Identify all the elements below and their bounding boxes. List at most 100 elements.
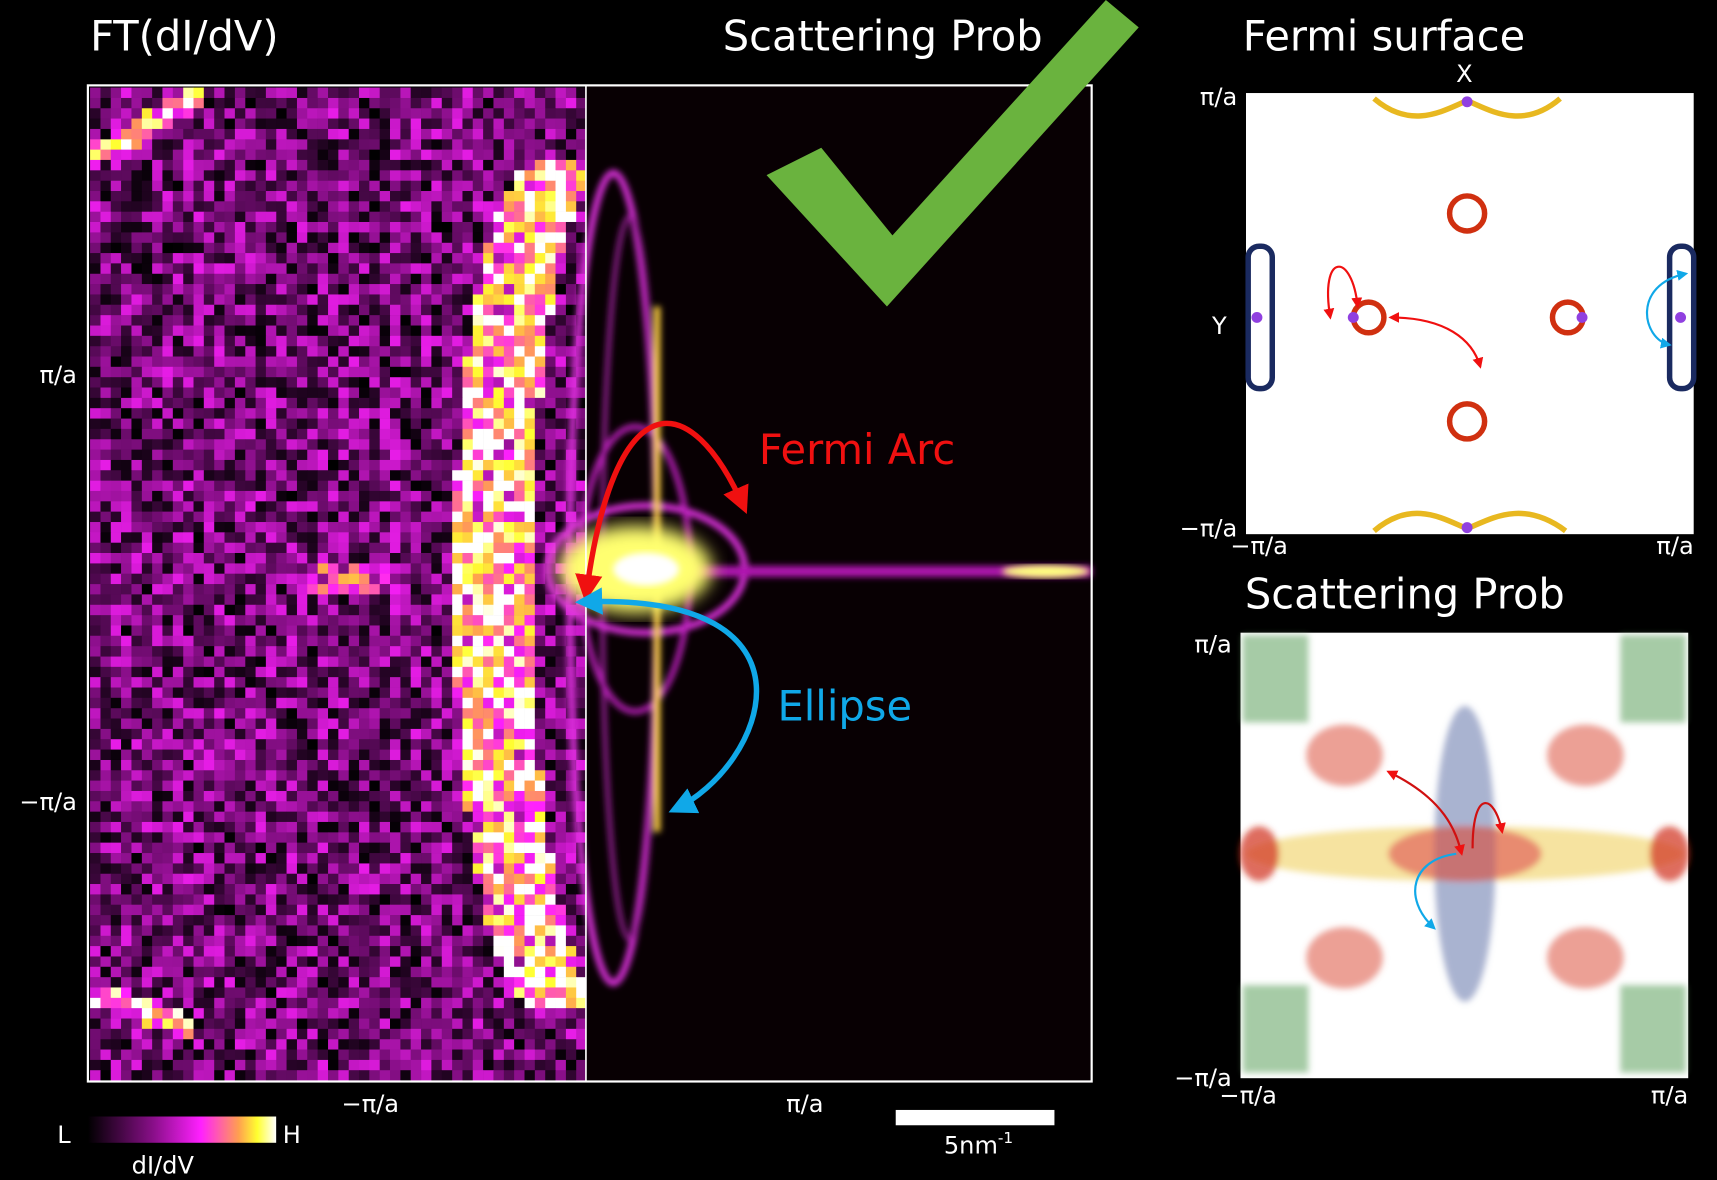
pixel xyxy=(421,543,432,554)
pixel xyxy=(349,729,360,740)
pixel xyxy=(473,377,484,388)
pixel xyxy=(473,367,484,378)
pixel xyxy=(328,832,339,843)
pixel xyxy=(297,594,308,605)
pixel xyxy=(183,739,194,750)
pixel xyxy=(421,636,432,647)
pixel xyxy=(442,688,453,699)
pixel xyxy=(266,812,277,823)
pixel xyxy=(90,139,101,150)
pixel xyxy=(266,181,277,192)
pixel xyxy=(224,625,235,636)
pixel xyxy=(142,284,153,295)
pixel xyxy=(514,781,525,792)
pixel xyxy=(111,946,122,957)
pixel xyxy=(162,1008,173,1019)
pixel xyxy=(194,905,205,916)
pixel xyxy=(307,956,318,967)
pixel xyxy=(525,481,536,492)
pixel xyxy=(194,150,205,161)
pixel xyxy=(224,574,235,585)
pixel xyxy=(204,729,215,740)
pixel xyxy=(90,367,101,378)
pixel xyxy=(121,915,132,926)
pixel xyxy=(183,677,194,688)
pixel xyxy=(556,512,567,523)
pixel xyxy=(162,243,173,254)
pixel xyxy=(90,615,101,626)
pixel xyxy=(535,377,546,388)
pixel xyxy=(369,253,380,264)
pixel xyxy=(256,543,267,554)
pixel xyxy=(483,739,494,750)
pixel xyxy=(287,636,298,647)
pixel xyxy=(369,677,380,688)
pixel xyxy=(111,553,122,564)
pixel xyxy=(431,977,442,988)
pixel xyxy=(504,1008,515,1019)
pixel xyxy=(545,1060,556,1071)
pixel xyxy=(359,594,370,605)
pixel xyxy=(566,129,577,140)
pixel xyxy=(514,212,525,223)
pixel xyxy=(204,998,215,1009)
pixel xyxy=(328,119,339,130)
pixel xyxy=(287,750,298,761)
pixel xyxy=(90,987,101,998)
pixel xyxy=(152,791,163,802)
pixel xyxy=(287,346,298,357)
pixel xyxy=(400,1060,411,1071)
pixel xyxy=(100,222,111,233)
pixel xyxy=(473,894,484,905)
pixel xyxy=(431,481,442,492)
pixel xyxy=(545,615,556,626)
pixel xyxy=(462,274,473,285)
pixel xyxy=(224,967,235,978)
pixel xyxy=(380,863,391,874)
pixel xyxy=(556,315,567,326)
pixel xyxy=(442,760,453,771)
pixel xyxy=(390,139,401,150)
pixel xyxy=(318,512,329,523)
pixel xyxy=(411,574,422,585)
pixel xyxy=(400,832,411,843)
pixel xyxy=(473,263,484,274)
pixel xyxy=(183,884,194,895)
pixel xyxy=(183,936,194,947)
pixel xyxy=(142,636,153,647)
pixel xyxy=(504,263,515,274)
pixel xyxy=(452,987,463,998)
pixel xyxy=(473,1060,484,1071)
pixel xyxy=(421,667,432,678)
pixel xyxy=(183,387,194,398)
pixel xyxy=(359,284,370,295)
pixel xyxy=(390,460,401,471)
pixel xyxy=(266,315,277,326)
pixel xyxy=(525,677,536,688)
pixel xyxy=(276,253,287,264)
pixel xyxy=(162,553,173,564)
pixel xyxy=(473,998,484,1009)
pixel xyxy=(121,812,132,823)
pixel xyxy=(245,894,256,905)
pixel xyxy=(256,129,267,140)
pixel xyxy=(483,636,494,647)
pixel xyxy=(90,1019,101,1030)
pixel xyxy=(111,770,122,781)
pixel xyxy=(369,1060,380,1071)
pixel xyxy=(421,501,432,512)
pixel xyxy=(431,936,442,947)
pixel xyxy=(287,98,298,109)
pixel xyxy=(245,708,256,719)
pixel xyxy=(318,326,329,337)
pixel xyxy=(214,946,225,957)
pixel xyxy=(162,139,173,150)
pixel xyxy=(359,232,370,243)
pixel xyxy=(421,181,432,192)
pixel xyxy=(173,781,184,792)
pixel xyxy=(256,98,267,109)
pixel xyxy=(245,625,256,636)
pixel xyxy=(493,657,504,668)
pixel xyxy=(359,967,370,978)
pixel xyxy=(380,139,391,150)
